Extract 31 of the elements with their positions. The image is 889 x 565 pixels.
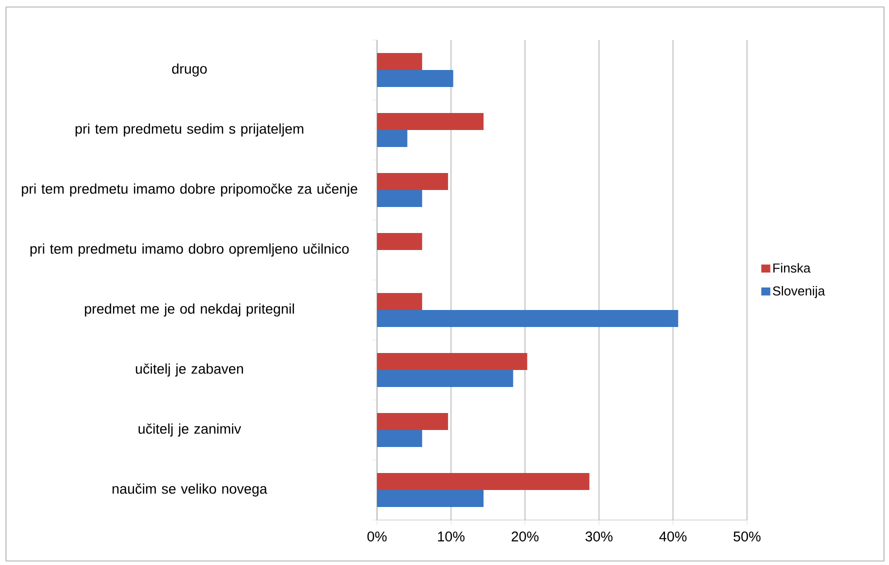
x-tick-label: 30%: [586, 532, 613, 542]
bar: [377, 233, 422, 250]
legend-label: Finska: [773, 263, 811, 273]
y-tick-label: drugo: [172, 63, 207, 77]
y-tick-label: pri tem predmetu sedim s prijateljem: [76, 123, 304, 137]
y-tick-label: učitelj je zabaven: [136, 363, 244, 377]
x-tick-label: 10%: [438, 532, 465, 542]
x-tick-label: 0%: [367, 532, 387, 542]
y-tick-label: učitelj je zanimiv: [138, 423, 242, 437]
bar: [377, 473, 590, 490]
bar: [377, 293, 422, 310]
y-tick-label: naučim se veliko novega: [112, 483, 268, 497]
bar: [377, 490, 484, 508]
y-tick-label: predmet me je od nekdaj pritegnil: [84, 303, 294, 317]
bar: [377, 113, 484, 130]
bar: [377, 310, 678, 328]
bar: [377, 70, 454, 88]
x-tick-label: 20%: [512, 532, 539, 542]
bar: [377, 370, 514, 388]
bar: [377, 190, 422, 208]
x-tick-label: 40%: [659, 532, 687, 542]
bar: [377, 413, 448, 430]
x-tick-label: 50%: [734, 532, 761, 542]
y-tick-label: pri tem predmetu imamo dobro opremljeno učilnico: [30, 243, 349, 257]
bar: [377, 353, 528, 370]
y-tick-label: pri tem predmetu imamo dobre pripomočke za učenje: [22, 183, 358, 197]
bar: [377, 130, 408, 148]
bar: [377, 430, 422, 448]
bar: [377, 53, 422, 70]
bar: [377, 173, 448, 190]
legend-label: Slovenija: [772, 286, 826, 298]
